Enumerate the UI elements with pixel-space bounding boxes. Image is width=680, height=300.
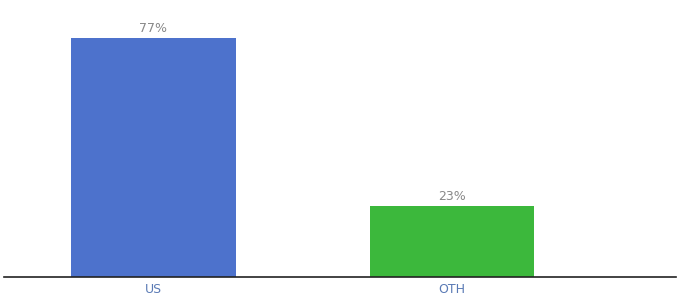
Bar — [370, 206, 534, 277]
Text: 23%: 23% — [438, 190, 466, 203]
Text: 77%: 77% — [139, 22, 167, 35]
Bar — [71, 38, 235, 277]
